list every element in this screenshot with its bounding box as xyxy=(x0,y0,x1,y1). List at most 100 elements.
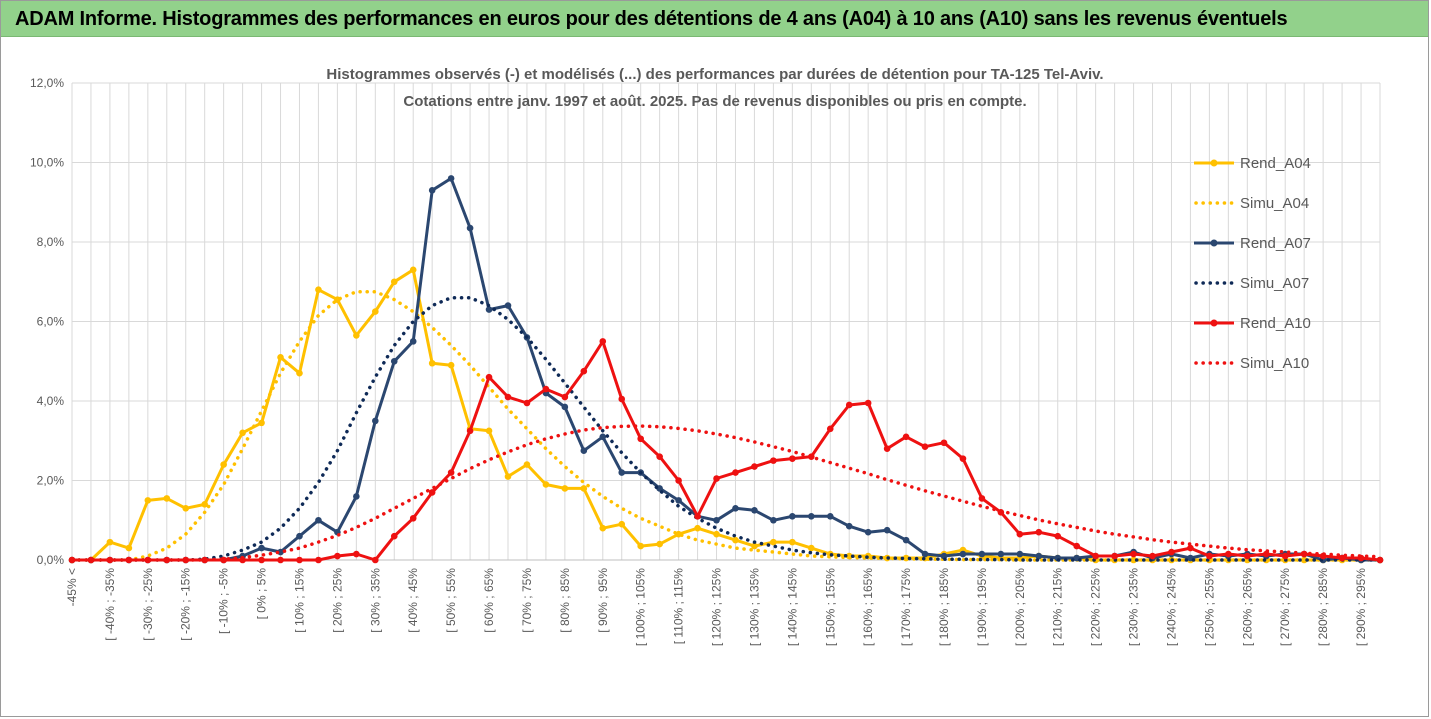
data-point-rend-a07 xyxy=(428,187,436,194)
data-point-rend-a10 xyxy=(258,556,265,564)
data-point-rend-a07 xyxy=(1035,552,1043,560)
data-point-rend-a07 xyxy=(978,550,986,558)
data-point-rend-a07 xyxy=(997,550,1005,558)
data-point-rend-a07 xyxy=(447,175,455,182)
series-line-simu-a07 xyxy=(70,295,1382,562)
data-point-rend-a10 xyxy=(542,385,550,393)
y-tick-label: 6,0% xyxy=(37,315,65,329)
data-point-rend-a04 xyxy=(144,497,152,504)
data-point-rend-a04 xyxy=(220,461,227,468)
legend-item-simu-a04: Simu_A04 xyxy=(1194,195,1309,212)
chart-series xyxy=(68,175,1384,564)
legend-marker xyxy=(1210,159,1218,167)
data-point-rend-a07 xyxy=(353,493,360,500)
y-axis: 0,0% 2,0% 4,0% 6,0% 8,0% 10,0% 12,0% xyxy=(30,76,64,567)
data-point-rend-a04 xyxy=(315,286,322,294)
data-point-rend-a10 xyxy=(845,401,853,409)
data-point-rend-a04 xyxy=(523,461,531,468)
data-point-rend-a04 xyxy=(656,540,663,548)
x-tick-label: [ 80% ; 85% xyxy=(558,568,572,633)
data-point-rend-a10 xyxy=(902,433,910,441)
data-point-rend-a04 xyxy=(372,308,379,315)
legend-item-simu-a10: Simu_A10 xyxy=(1194,355,1309,372)
data-point-rend-a10 xyxy=(1073,542,1080,550)
data-point-rend-a04 xyxy=(618,520,626,528)
data-point-rend-a10 xyxy=(315,556,322,564)
data-point-rend-a07 xyxy=(845,522,853,530)
data-point-rend-a07 xyxy=(561,403,569,411)
x-tick-label: [ -10% ; -5% xyxy=(217,568,231,634)
data-point-rend-a10 xyxy=(390,532,398,540)
series-line-rend-a04 xyxy=(72,268,1380,562)
series-line-simu-a10 xyxy=(70,424,1382,562)
data-point-rend-a04 xyxy=(201,501,208,508)
data-point-rend-a10 xyxy=(1092,552,1099,560)
data-point-rend-a10 xyxy=(580,367,588,375)
y-tick-label: 10,0% xyxy=(30,156,64,170)
x-tick-label: [ 140% ; 145% xyxy=(785,568,799,646)
data-point-rend-a10 xyxy=(770,457,777,464)
data-point-rend-a07 xyxy=(372,417,379,425)
data-point-rend-a10 xyxy=(504,393,512,401)
y-tick-label: 8,0% xyxy=(37,235,65,249)
data-point-rend-a07 xyxy=(277,548,284,556)
x-tick-label: [ 0% ; 5% xyxy=(255,568,269,620)
data-point-rend-a10 xyxy=(694,512,701,520)
data-point-rend-a07 xyxy=(902,536,910,544)
data-point-rend-a07 xyxy=(618,469,626,476)
data-point-rend-a04 xyxy=(353,332,360,339)
data-point-rend-a10 xyxy=(372,556,379,564)
data-point-rend-a10 xyxy=(334,552,341,560)
x-tick-label: [ 150% ; 155% xyxy=(823,568,837,646)
data-point-rend-a04 xyxy=(580,485,588,492)
data-point-rend-a10 xyxy=(466,427,474,435)
data-point-rend-a04 xyxy=(428,359,436,367)
data-point-rend-a07 xyxy=(959,550,967,558)
x-tick-label: [ 220% ; 225% xyxy=(1089,568,1103,646)
data-point-rend-a04 xyxy=(258,419,265,427)
data-point-rend-a07 xyxy=(390,357,398,365)
x-tick-label: [ 170% ; 175% xyxy=(899,568,913,646)
data-point-rend-a10 xyxy=(675,477,682,484)
data-point-rend-a10 xyxy=(826,425,834,433)
x-tick-label: -45% < xyxy=(65,568,79,606)
data-point-rend-a10 xyxy=(1244,552,1251,560)
x-tick-label: [ -30% ; -25% xyxy=(141,568,155,641)
legend-label: Rend_A07 xyxy=(1240,235,1311,252)
x-tick-label: [ 70% ; 75% xyxy=(520,568,534,633)
data-point-rend-a10 xyxy=(296,556,303,564)
data-point-rend-a10 xyxy=(921,443,929,451)
x-tick-label: [ 120% ; 125% xyxy=(710,568,724,646)
data-point-rend-a04 xyxy=(713,530,720,538)
data-point-rend-a10 xyxy=(1225,550,1232,558)
data-point-rend-a07 xyxy=(675,497,682,504)
x-tick-label: [ 30% ; 35% xyxy=(368,568,382,633)
data-point-rend-a07 xyxy=(770,516,777,524)
data-point-rend-a07 xyxy=(599,433,607,441)
x-tick-label: [ 250% ; 255% xyxy=(1202,568,1216,646)
data-point-rend-a10 xyxy=(561,393,569,401)
data-point-rend-a10 xyxy=(1187,544,1194,552)
data-point-rend-a10 xyxy=(618,395,626,403)
data-point-rend-a10 xyxy=(656,453,663,460)
x-tick-label: [ -40% ; -35% xyxy=(103,568,117,641)
data-point-rend-a07 xyxy=(789,512,796,520)
series-line-rend-a07 xyxy=(72,176,1380,562)
y-tick-label: 0,0% xyxy=(37,553,65,567)
data-point-rend-a04 xyxy=(561,485,569,492)
x-tick-label: [ -20% ; -15% xyxy=(179,568,193,641)
data-point-rend-a04 xyxy=(277,353,284,361)
data-point-rend-a07 xyxy=(504,302,512,309)
data-point-rend-a10 xyxy=(1206,552,1213,560)
x-tick-label: [ 50% ; 55% xyxy=(444,568,458,633)
data-point-rend-a10 xyxy=(163,556,171,564)
data-point-rend-a04 xyxy=(409,266,417,274)
data-point-rend-a07 xyxy=(883,526,891,534)
data-point-rend-a04 xyxy=(106,538,114,546)
data-point-rend-a07 xyxy=(580,447,588,454)
x-tick-label: [ 240% ; 245% xyxy=(1164,568,1178,646)
data-point-rend-a10 xyxy=(1130,550,1137,558)
x-tick-label: [ 90% ; 95% xyxy=(596,568,610,633)
data-point-rend-a04 xyxy=(789,538,796,546)
legend-item-rend-a10: Rend_A10 xyxy=(1194,315,1311,332)
